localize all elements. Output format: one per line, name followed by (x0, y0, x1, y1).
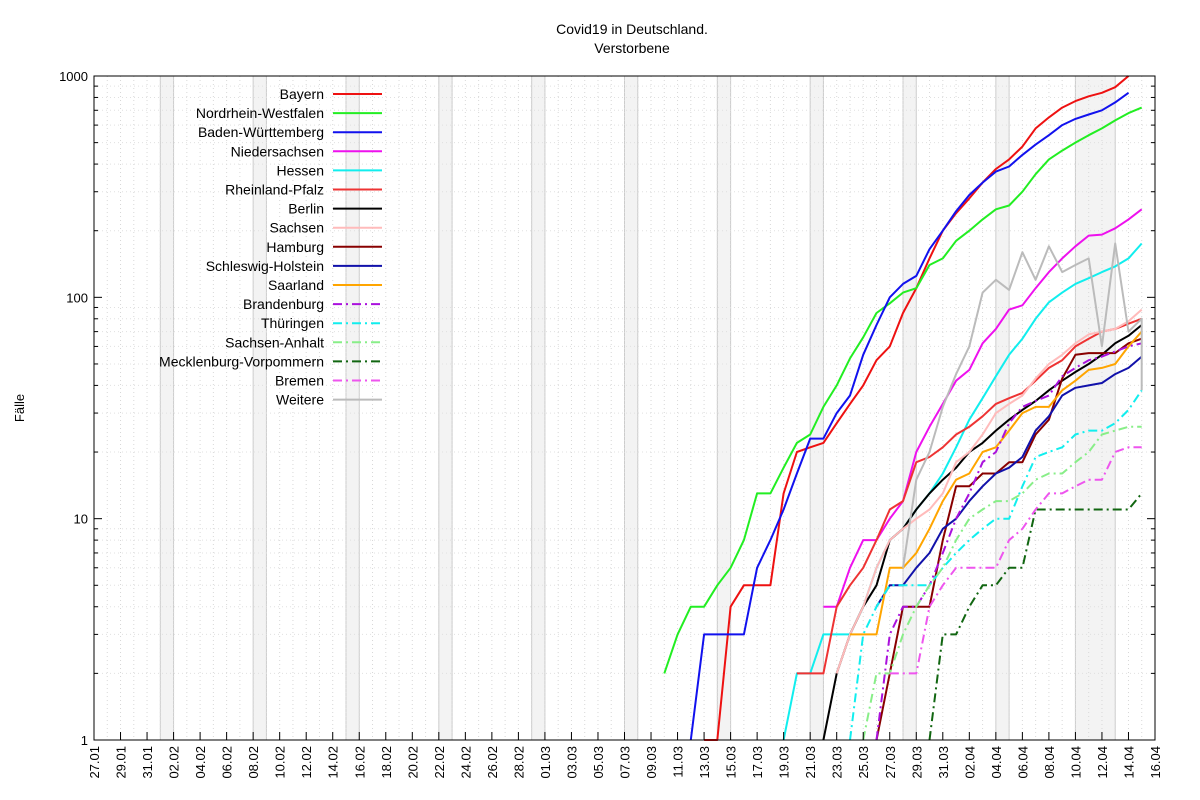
x-tick-label: 17.03 (750, 746, 765, 779)
legend-label: Brandenburg (243, 296, 324, 312)
x-tick-label: 12.04 (1095, 746, 1110, 779)
x-tick-label: 19.03 (777, 746, 792, 779)
series-line-brandenburg (875, 342, 1142, 741)
x-tick-label: 04.02 (193, 746, 208, 779)
x-tick-label: 18.02 (379, 746, 394, 779)
legend-label: Hessen (277, 162, 324, 178)
y-tick-label: 10 (74, 512, 88, 527)
legend: Bayern Nordrhein-Westfalen Baden-Württembe… (159, 86, 382, 408)
x-tick-label: 09.03 (644, 746, 659, 779)
legend-label: Nordrhein-Westfalen (196, 105, 324, 121)
x-tick-label: 06.04 (1015, 746, 1030, 779)
x-tick-label: 07.03 (618, 746, 633, 779)
legend-label: Hamburg (266, 239, 324, 255)
legend-label: Bayern (280, 86, 324, 102)
weekend-band (531, 75, 546, 741)
x-tick-label: 05.03 (591, 746, 606, 779)
y-tick-label: 1 (81, 733, 88, 748)
x-tick-label: 08.04 (1042, 746, 1057, 779)
x-tick-label: 12.02 (299, 746, 314, 779)
x-tick-label: 23.03 (830, 746, 845, 779)
x-tick-label: 02.02 (167, 746, 182, 779)
legend-label: Thüringen (261, 315, 324, 331)
x-tick-label: 22.02 (432, 746, 447, 779)
x-tick-label: 13.03 (697, 746, 712, 779)
x-tick-label: 08.02 (246, 746, 261, 779)
weekend-band (1074, 75, 1116, 741)
weekend-band (902, 75, 917, 741)
y-axis-label: Fälle (12, 394, 27, 422)
axes: 1 10 100 1000 27.01 29.01 31.01 02.02 04.02 06.02… (59, 69, 1163, 779)
x-tick-label: 14.04 (1121, 746, 1136, 779)
weekend-band (345, 75, 360, 741)
series-line-berlin (822, 324, 1143, 741)
x-tick-label: 25.03 (856, 746, 871, 779)
weekend-band (252, 75, 267, 741)
series-lines (663, 75, 1143, 741)
weekend-band (716, 75, 732, 741)
x-tick-label: 11.03 (671, 746, 686, 778)
x-tick-label: 26.02 (485, 746, 500, 779)
x-tick-label: 27.03 (883, 746, 898, 779)
x-tick-label: 31.03 (936, 746, 951, 779)
legend-label: Saarland (268, 277, 324, 293)
x-tick-label: 29.03 (909, 746, 924, 779)
series-line-sachsen-anhalt (862, 425, 1142, 741)
weekend-band (624, 75, 639, 741)
legend-label: Schleswig-Holstein (206, 258, 324, 274)
x-tick-label: 21.03 (803, 746, 818, 779)
x-tick-label: 31.01 (140, 746, 155, 779)
legend-label: Berlin (288, 201, 324, 217)
x-tick-label: 20.02 (405, 746, 420, 779)
series-line-weitere (902, 242, 1143, 568)
x-tick-label: 15.03 (724, 746, 739, 779)
series-line-nordrhein-westfalen (663, 106, 1143, 674)
x-tick-label: 27.01 (87, 746, 102, 779)
series-line-bremen (889, 446, 1142, 675)
legend-label: Baden-Württemberg (198, 124, 324, 140)
x-tick-label: 06.02 (220, 746, 235, 779)
legend-label: Mecklenburg-Vorpommern (159, 353, 324, 369)
legend-label: Niedersachsen (231, 143, 324, 159)
series-line-hamburg (875, 337, 1143, 741)
x-tick-label: 24.02 (458, 746, 473, 779)
chart-subtitle: Verstorbene (594, 40, 670, 56)
series-line-baden-w-rttemberg (689, 91, 1130, 741)
series-line-th-ringen (849, 389, 1143, 741)
x-tick-label: 01.03 (538, 746, 553, 779)
x-tick-label: 29.01 (114, 746, 129, 779)
x-tick-label: 16.02 (352, 746, 367, 779)
weekend-band (438, 75, 453, 741)
x-tick-label: 28.02 (511, 746, 526, 779)
x-tick-label: 16.04 (1148, 746, 1163, 779)
y-tick-label: 100 (66, 290, 88, 305)
x-tick-label: 10.04 (1068, 746, 1083, 779)
legend-label: Sachsen-Anhalt (225, 334, 324, 350)
x-tick-label: 04.04 (989, 746, 1004, 779)
chart-title: Covid19 in Deutschland. (556, 21, 708, 37)
series-line-schleswig-holstein (875, 355, 1143, 608)
x-tick-label: 03.03 (564, 746, 579, 779)
y-tick-label: 1000 (59, 69, 88, 84)
weekend-band (159, 75, 175, 741)
legend-label: Weitere (276, 392, 324, 408)
series-line-mecklenburg-vorpommern (928, 492, 1143, 741)
series-line-rheinland-pfalz (796, 317, 1143, 675)
legend-label: Bremen (275, 373, 324, 389)
series-line-hessen (782, 242, 1143, 741)
legend-label: Sachsen (270, 220, 324, 236)
series-line-sachsen (835, 308, 1143, 674)
x-tick-label: 14.02 (326, 746, 341, 779)
legend-label: Rheinland-Pfalz (225, 182, 324, 198)
grid-lines (93, 76, 1156, 740)
x-tick-label: 02.04 (962, 746, 977, 779)
x-tick-label: 10.02 (273, 746, 288, 779)
series-line-saarland (850, 330, 1143, 636)
